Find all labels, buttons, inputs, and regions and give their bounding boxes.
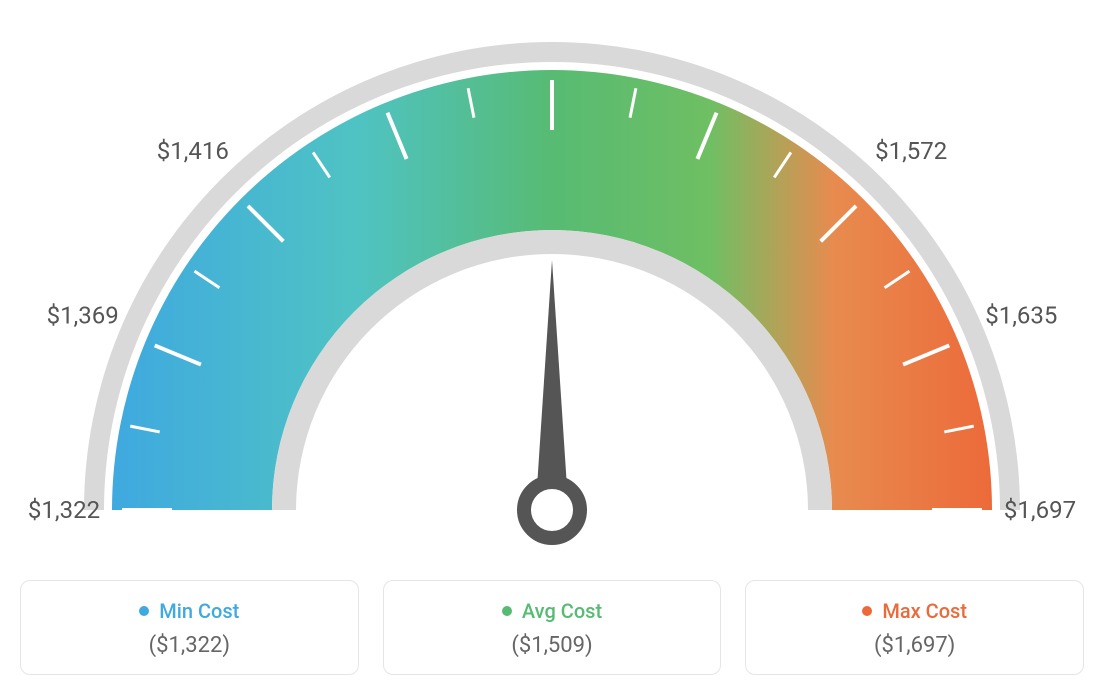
gauge-tick-label: $1,697 [1004,496,1076,524]
max-cost-card: Max Cost ($1,697) [745,580,1084,675]
gauge-tick-label: $1,369 [47,302,119,330]
summary-cards: Min Cost ($1,322) Avg Cost ($1,509) Max … [20,580,1084,675]
gauge-tick-label: $1,572 [875,137,947,165]
min-cost-label: Min Cost [159,599,239,623]
avg-cost-title: Avg Cost [408,599,697,623]
gauge-tick-label: $1,416 [157,137,229,165]
avg-cost-card: Avg Cost ($1,509) [383,580,722,675]
gauge-hub-icon [524,482,580,538]
avg-cost-label: Avg Cost [522,599,602,623]
cost-gauge: $1,322$1,369$1,416$1,509$1,572$1,635$1,6… [20,20,1084,560]
gauge-tick-label: $1,635 [985,302,1057,330]
gauge-tick-label: $1,322 [28,496,100,524]
max-cost-title: Max Cost [770,599,1059,623]
min-cost-title: Min Cost [45,599,334,623]
min-cost-value: ($1,322) [45,633,334,658]
gauge-svg: $1,322$1,369$1,416$1,509$1,572$1,635$1,6… [20,20,1084,560]
min-cost-card: Min Cost ($1,322) [20,580,359,675]
min-dot-icon [139,606,149,616]
avg-dot-icon [502,606,512,616]
max-cost-value: ($1,697) [770,633,1059,658]
max-cost-label: Max Cost [882,599,967,623]
avg-cost-value: ($1,509) [408,633,697,658]
max-dot-icon [862,606,872,616]
